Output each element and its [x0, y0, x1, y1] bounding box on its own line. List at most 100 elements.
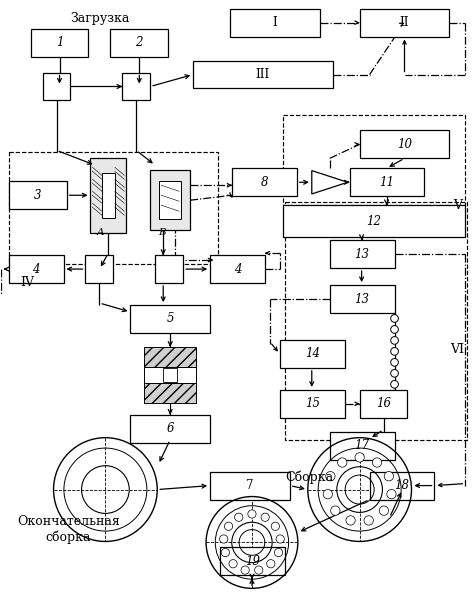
Circle shape — [346, 516, 355, 525]
Bar — [91, 158, 127, 233]
Bar — [230, 8, 320, 37]
Bar — [155, 255, 183, 283]
Bar — [210, 255, 265, 283]
Circle shape — [241, 566, 249, 574]
Bar — [144, 347, 196, 367]
Text: Загрузка: Загрузка — [71, 12, 130, 25]
Circle shape — [255, 566, 263, 574]
Text: 16: 16 — [376, 397, 391, 410]
Text: 8: 8 — [261, 176, 268, 189]
Bar — [144, 347, 196, 367]
Text: 4: 4 — [32, 262, 40, 276]
Text: 19: 19 — [245, 555, 260, 568]
Bar — [122, 72, 150, 101]
Bar — [232, 168, 297, 196]
Circle shape — [391, 380, 398, 388]
Circle shape — [219, 535, 228, 543]
Circle shape — [379, 506, 389, 516]
Circle shape — [391, 315, 398, 322]
Bar — [193, 60, 333, 89]
Text: 18: 18 — [394, 479, 410, 492]
Bar — [360, 390, 408, 418]
Circle shape — [261, 513, 269, 522]
Bar — [9, 255, 64, 283]
Circle shape — [373, 458, 382, 467]
Bar — [360, 8, 449, 37]
Text: III: III — [256, 68, 270, 81]
Text: 13: 13 — [355, 292, 370, 306]
Bar — [85, 255, 113, 283]
Text: 6: 6 — [166, 422, 174, 435]
Circle shape — [355, 453, 365, 462]
Circle shape — [384, 472, 393, 481]
Bar — [330, 240, 394, 268]
Bar — [360, 130, 449, 159]
Circle shape — [326, 472, 335, 481]
Text: I: I — [273, 16, 277, 29]
Circle shape — [331, 506, 340, 516]
Circle shape — [274, 548, 283, 557]
Text: 2: 2 — [136, 36, 143, 49]
Bar — [130, 415, 210, 443]
Text: 14: 14 — [305, 347, 320, 361]
Circle shape — [391, 370, 398, 377]
Bar — [110, 28, 168, 57]
Bar — [210, 472, 290, 499]
Text: 3: 3 — [34, 189, 41, 202]
Text: Окончательная
сборка: Окончательная сборка — [17, 515, 120, 544]
Circle shape — [224, 522, 233, 531]
Bar — [280, 340, 345, 368]
Bar — [330, 432, 394, 459]
Circle shape — [323, 490, 332, 499]
Circle shape — [276, 535, 284, 543]
Circle shape — [387, 490, 396, 499]
Bar — [283, 115, 465, 205]
Text: VI: VI — [450, 343, 465, 356]
Bar — [9, 182, 66, 209]
Text: 4: 4 — [234, 262, 241, 276]
Bar — [370, 472, 434, 499]
Circle shape — [337, 458, 347, 467]
Text: 17: 17 — [355, 439, 370, 452]
Bar — [220, 548, 285, 575]
Text: IV: IV — [20, 276, 35, 289]
Circle shape — [248, 510, 256, 518]
Bar — [130, 305, 210, 333]
Bar — [350, 168, 424, 196]
Bar — [330, 285, 394, 313]
Text: 13: 13 — [355, 248, 370, 260]
Text: B: B — [158, 228, 166, 237]
Circle shape — [221, 548, 229, 557]
Circle shape — [267, 560, 275, 568]
Bar — [144, 367, 196, 383]
Circle shape — [229, 560, 237, 568]
Text: 1: 1 — [56, 36, 63, 49]
Text: 11: 11 — [380, 176, 394, 189]
Text: 5: 5 — [166, 312, 174, 326]
Circle shape — [391, 336, 398, 344]
Bar — [31, 28, 89, 57]
Bar — [144, 383, 196, 403]
Bar — [150, 170, 190, 230]
Bar — [144, 383, 196, 403]
Circle shape — [364, 516, 374, 525]
Text: 10: 10 — [397, 138, 412, 151]
Text: 7: 7 — [246, 479, 254, 492]
Bar — [283, 205, 465, 237]
Text: 12: 12 — [366, 215, 382, 228]
Text: A: A — [97, 228, 104, 237]
Bar — [159, 182, 181, 219]
Bar — [285, 202, 467, 440]
Bar — [280, 390, 345, 418]
Text: II: II — [400, 16, 409, 29]
Circle shape — [235, 513, 243, 522]
Text: 15: 15 — [305, 397, 320, 410]
Bar — [43, 72, 71, 101]
Text: Сборка: Сборка — [286, 471, 334, 484]
Bar — [9, 153, 218, 264]
Text: V: V — [453, 199, 462, 212]
Circle shape — [391, 347, 398, 355]
Bar — [102, 173, 115, 218]
Circle shape — [391, 359, 398, 366]
Circle shape — [391, 326, 398, 333]
